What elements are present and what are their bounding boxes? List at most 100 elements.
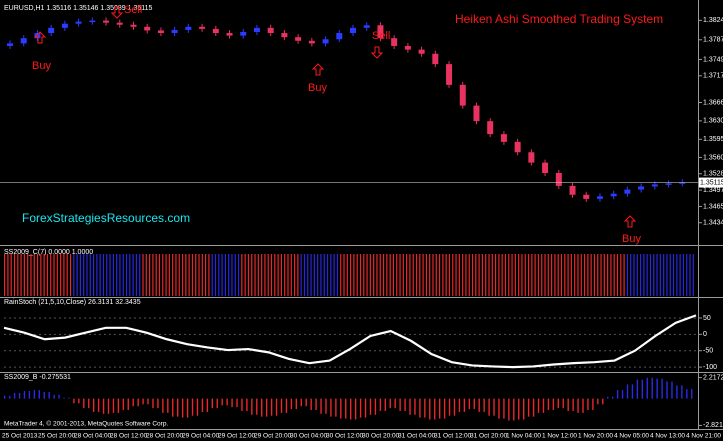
signal-bar	[498, 254, 500, 296]
y-tick-label: 1.35285	[703, 171, 723, 178]
signal-bar	[261, 254, 263, 296]
indicator-label: SS2009_B -0.275531	[4, 374, 71, 381]
signal-bar	[346, 254, 348, 296]
signal-bar	[224, 254, 226, 296]
signal-bar	[247, 254, 250, 296]
signal-bar	[267, 254, 269, 296]
candle-body	[638, 186, 645, 190]
histogram-bar	[73, 398, 75, 404]
signal-bar	[501, 254, 503, 296]
signal-bar	[603, 254, 605, 296]
signal-bar	[218, 254, 220, 296]
signal-bar	[228, 254, 230, 296]
histogram-bar	[592, 398, 594, 411]
signal-bar	[491, 254, 493, 296]
histogram-bar	[137, 398, 139, 407]
signal-bar	[4, 254, 6, 296]
histogram-bar	[636, 379, 639, 399]
signal-bar	[389, 254, 391, 296]
signal-bar	[350, 254, 352, 296]
signal-bar	[336, 254, 339, 296]
chart-title: Heiken Ashi Smoothed Trading System	[455, 12, 663, 26]
candle-body	[363, 25, 370, 28]
histogram-bar	[147, 398, 149, 405]
histogram-bar	[646, 377, 648, 399]
histogram-bar	[330, 398, 332, 417]
signal-bar	[623, 254, 625, 296]
histogram-bar	[641, 379, 644, 399]
histogram-bar	[503, 398, 505, 419]
histogram-bar	[607, 396, 609, 399]
signal-bar	[237, 254, 240, 296]
signal-bar	[241, 254, 243, 296]
histogram-bar	[241, 398, 243, 411]
x-tick-label: 4 Nov 13:00	[650, 433, 685, 440]
signal-bar	[488, 254, 490, 296]
x-tick-label: 1 Nov 12:00	[542, 433, 577, 440]
x-tick-label: 30 Oct 04:00	[290, 433, 328, 440]
histogram-bar	[478, 398, 480, 412]
histogram-bar	[359, 398, 362, 418]
histogram-bar	[384, 398, 386, 411]
signal-bar	[162, 254, 164, 296]
signal-bar	[270, 254, 273, 296]
histogram-bar	[127, 398, 129, 411]
signal-bar	[300, 254, 302, 296]
oscillator-line	[3, 314, 697, 369]
signal-bar	[465, 254, 467, 296]
signal-annotation: Buy	[622, 233, 641, 245]
histogram-bar	[142, 398, 144, 405]
signal-bar	[669, 254, 671, 296]
signal-bar	[73, 254, 75, 296]
signal-bar	[438, 254, 441, 296]
signal-bar	[527, 254, 530, 296]
x-tick-label: 31 Oct 12:00	[434, 433, 472, 440]
watermark: ForexStrategiesResources.com	[22, 211, 190, 225]
candle-body	[459, 84, 466, 106]
signal-bar	[666, 254, 668, 296]
candle-body	[377, 25, 384, 39]
indicator-label: RainStoch (21,5,10,Close) 26.3131 32.343…	[4, 299, 141, 306]
candle-body	[281, 33, 288, 38]
signal-bar	[119, 254, 121, 296]
histogram-bar	[661, 378, 663, 399]
signal-bar	[402, 254, 404, 296]
candle-body	[61, 23, 68, 28]
signal-bar	[83, 254, 85, 296]
signal-bar	[13, 254, 16, 296]
candle-body	[322, 39, 329, 44]
histogram-bar	[438, 398, 441, 419]
histogram-bar	[295, 398, 298, 410]
candle-body	[295, 37, 302, 41]
histogram-bar	[671, 381, 673, 399]
x-tick-label: 28 Oct 04:00	[74, 433, 112, 440]
signal-bar	[359, 254, 362, 296]
histogram-bar	[537, 398, 540, 413]
x-tick-label: 1 Nov 04:00	[506, 433, 541, 440]
signal-bar	[524, 254, 526, 296]
x-tick-label: 30 Oct 20:00	[362, 433, 400, 440]
signal-bar	[406, 254, 408, 296]
histogram-bar	[92, 398, 95, 412]
candle-body	[116, 22, 123, 25]
y-tick-label: 1.36660	[703, 99, 723, 106]
signal-bar	[494, 254, 497, 296]
signal-bar	[112, 254, 114, 296]
histogram-bar	[626, 384, 629, 399]
candle-body	[130, 24, 137, 27]
signal-bar	[386, 254, 388, 296]
y-tick-label: 1.35950	[703, 136, 723, 143]
y-tick-label: -100	[703, 364, 717, 371]
signal-bar	[689, 254, 691, 296]
signal-bar	[547, 254, 549, 296]
histogram-bar	[587, 398, 589, 411]
histogram-bar	[597, 398, 599, 405]
signal-bar	[165, 254, 167, 296]
y-tick-label: 1.34340	[703, 220, 723, 227]
histogram-bar	[354, 398, 357, 420]
signal-bar	[653, 254, 655, 296]
histogram-bar	[78, 398, 80, 404]
histogram-bar	[656, 378, 658, 399]
signal-arrow	[623, 215, 637, 228]
signal-bar	[587, 254, 589, 296]
